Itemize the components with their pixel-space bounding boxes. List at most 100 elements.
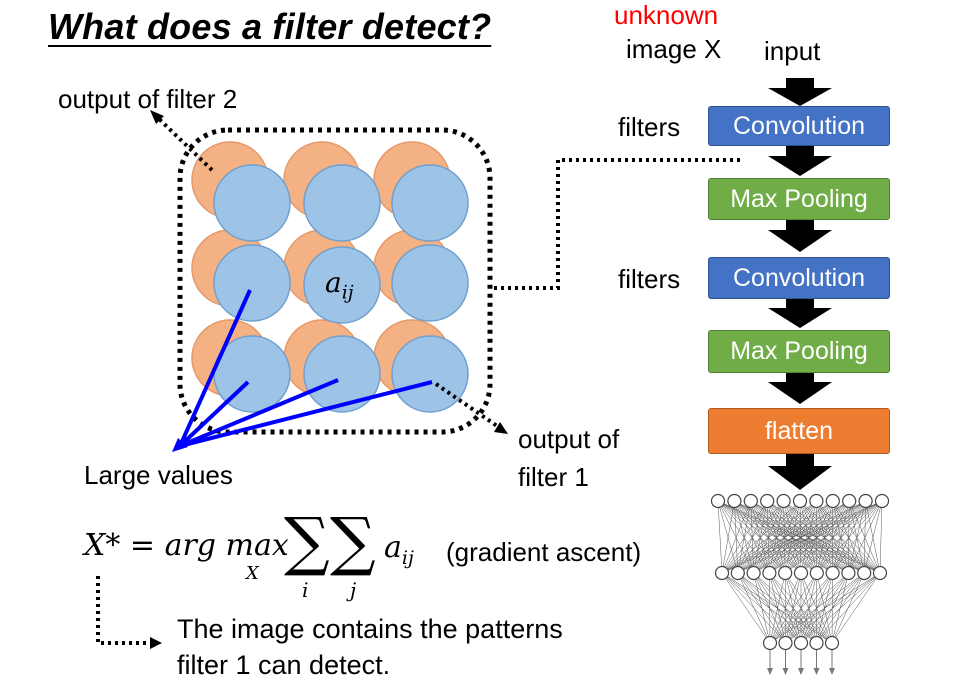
- nn-edge: [769, 572, 881, 644]
- nn-edge: [721, 500, 883, 574]
- nn-edge: [769, 500, 784, 574]
- nn-neuron: [793, 635, 809, 651]
- nn-edge: [785, 572, 881, 644]
- nn-neuron: [710, 493, 726, 509]
- nn-edge: [734, 500, 770, 574]
- filter1-cell: [391, 164, 469, 242]
- nn-edge: [783, 500, 802, 574]
- nn-edge: [832, 500, 881, 574]
- nn-edge: [721, 500, 817, 574]
- nn-edge: [750, 500, 817, 574]
- nn-neuron: [760, 493, 775, 509]
- nn-edge: [734, 500, 739, 574]
- nn-edge: [783, 500, 833, 574]
- nn-edge: [816, 500, 881, 574]
- nn-neuron: [743, 493, 758, 509]
- nn-edge: [737, 500, 883, 574]
- nn-edge: [800, 500, 883, 574]
- filters-label-1: filters: [618, 112, 681, 142]
- large-values-label: Large values: [84, 460, 233, 490]
- nn-edge: [750, 500, 770, 574]
- nn-edge: [717, 500, 723, 574]
- down-arrow: [768, 372, 832, 404]
- formula-sum-index-i: i: [302, 578, 309, 602]
- nn-edge: [769, 572, 849, 644]
- nn-output-arrow: [767, 668, 773, 675]
- nn-neuron: [809, 493, 824, 509]
- nn-neuron: [792, 493, 808, 509]
- nn-edge: [767, 500, 833, 574]
- fully-connected-network: [710, 493, 890, 675]
- nn-edge: [799, 500, 849, 574]
- nn-edge: [769, 572, 833, 644]
- nn-edge: [769, 500, 883, 574]
- nn-neuron: [727, 493, 742, 509]
- nn-edge: [734, 500, 802, 574]
- convolution-block-1: Convolution: [708, 106, 890, 146]
- nn-edge: [832, 500, 883, 574]
- nn-edge: [737, 572, 771, 644]
- cell-label: aij: [325, 266, 354, 304]
- nn-neuron: [809, 635, 824, 651]
- down-arrow: [768, 78, 832, 106]
- page-title: What does a filter detect?: [48, 6, 492, 47]
- convolution-block-2: Convolution: [708, 257, 890, 299]
- filter1-cell: [391, 335, 469, 413]
- nn-neuron: [746, 565, 761, 581]
- flatten-block: flatten: [708, 408, 890, 454]
- filter1-pointer: [434, 382, 502, 430]
- max-pooling-block-2: Max Pooling: [708, 330, 890, 373]
- nn-neuron: [776, 493, 791, 509]
- nn-neuron: [825, 565, 840, 581]
- filter1-cell: [213, 164, 291, 242]
- nn-output-arrow: [782, 668, 789, 675]
- nn-edge: [783, 500, 786, 574]
- ray: [178, 380, 250, 448]
- filter1-cell: [213, 244, 291, 322]
- nn-neuron: [858, 493, 873, 509]
- nn-edge: [766, 500, 770, 574]
- nn-edge: [717, 500, 770, 574]
- filter1-cell: [303, 246, 381, 324]
- nn-edge: [879, 500, 883, 574]
- nn-edge: [753, 572, 771, 644]
- nn-edge: [750, 500, 754, 574]
- nn-edge: [766, 500, 802, 574]
- down-arrow: [768, 145, 832, 176]
- nn-edge: [831, 572, 881, 644]
- nn-neuron: [778, 635, 793, 651]
- nn-edge: [769, 572, 786, 644]
- nn-edge: [734, 500, 786, 574]
- nn-edge: [848, 500, 883, 574]
- nn-edge: [721, 500, 752, 574]
- formula-lhs: X* = arg max: [84, 528, 289, 563]
- unknown-label: unknown: [614, 0, 719, 30]
- nn-neuron: [762, 565, 777, 581]
- nn-neuron: [842, 493, 857, 509]
- nn-edge: [848, 500, 881, 574]
- nn-edge: [799, 500, 802, 574]
- nn-neuron: [809, 565, 824, 581]
- frame-to-pipeline-connector: [494, 158, 744, 290]
- formula-max-subscript: X: [246, 563, 259, 584]
- nn-neuron: [778, 565, 793, 581]
- large-value-rays: [178, 289, 433, 448]
- nn-neuron: [793, 565, 809, 581]
- output-filter2-label: output of filter 2: [58, 84, 238, 114]
- nn-edge: [721, 572, 771, 644]
- sum-symbol-i: ∑: [284, 505, 330, 579]
- formula-note: (gradient ascent): [446, 537, 642, 567]
- nn-edge: [816, 500, 849, 574]
- output-filter1-label-line2: filter 1: [518, 462, 589, 492]
- nn-edge: [750, 500, 786, 574]
- nn-edge: [717, 500, 754, 574]
- nn-neuron: [824, 635, 840, 651]
- nn-neuron: [872, 565, 888, 581]
- nn-edge: [832, 500, 849, 574]
- nn-edge: [816, 572, 881, 644]
- feature-map-frame: [177, 127, 493, 435]
- filters-label-2: filters: [618, 264, 681, 294]
- pipeline-arrows: [768, 78, 832, 490]
- nn-edge: [800, 500, 817, 574]
